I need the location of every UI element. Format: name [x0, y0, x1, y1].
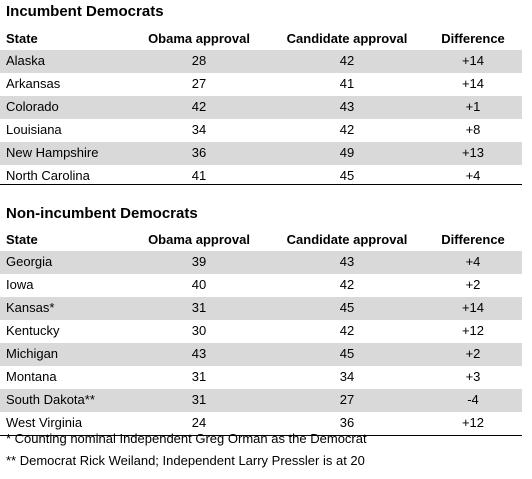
cell-candidate-approval: 36	[339, 415, 355, 430]
cell-candidate-approval: 42	[339, 53, 355, 68]
cell-candidate-approval: 27	[339, 392, 355, 407]
table-row: Montana 31 34 +3	[0, 366, 522, 389]
cell-difference: +8	[465, 122, 481, 137]
section-title-non-incumbent: Non-incumbent Democrats	[6, 205, 198, 222]
cell-obama-approval: 34	[191, 122, 207, 137]
cell-state: South Dakota**	[6, 392, 95, 407]
cell-obama-approval: 27	[191, 76, 207, 91]
cell-state: North Carolina	[6, 168, 90, 183]
cell-candidate-approval: 42	[339, 277, 355, 292]
cell-difference: +2	[465, 277, 481, 292]
table-row: South Dakota** 31 27 -4	[0, 389, 522, 412]
header-candidate-approval: Candidate approval	[286, 232, 408, 247]
table-row: Kentucky 30 42 +12	[0, 320, 522, 343]
cell-difference: +2	[465, 346, 481, 361]
section-title-incumbent: Incumbent Democrats	[6, 3, 164, 20]
header-difference: Difference	[441, 31, 505, 46]
table-row: Arkansas 27 41 +14	[0, 73, 522, 96]
cell-difference: +14	[461, 76, 485, 91]
cell-difference: -4	[467, 392, 479, 407]
header-state: State	[6, 31, 38, 46]
cell-obama-approval: 43	[191, 346, 207, 361]
table-row: New Hampshire 36 49 +13	[0, 142, 522, 165]
table-row: Kansas* 31 45 +14	[0, 297, 522, 320]
cell-candidate-approval: 43	[339, 99, 355, 114]
header-obama-approval: Obama approval	[148, 31, 250, 46]
cell-state: Alaska	[6, 53, 46, 68]
table-row: West Virginia 24 36 +12	[0, 412, 522, 435]
cell-state: New Hampshire	[6, 145, 99, 160]
table-row: Alaska 28 42 +14	[0, 50, 522, 73]
table-row: Georgia 39 43 +4	[0, 251, 522, 274]
cell-obama-approval: 30	[191, 323, 207, 338]
cell-state: Kansas*	[6, 300, 55, 315]
footnote-south-dakota: ** Democrat Rick Weiland; Independent La…	[6, 453, 365, 468]
cell-difference: +13	[461, 145, 485, 160]
cell-difference: +4	[465, 168, 481, 183]
cell-candidate-approval: 45	[339, 346, 355, 361]
table-non-incumbent: State Obama approval Candidate approval …	[0, 229, 522, 435]
table-row: North Carolina 41 45 +4	[0, 165, 522, 188]
cell-difference: +3	[465, 369, 481, 384]
table-bottom-rule	[0, 184, 522, 185]
cell-obama-approval: 28	[191, 53, 207, 68]
cell-obama-approval: 31	[191, 300, 207, 315]
cell-state: Kentucky	[6, 323, 60, 338]
header-candidate-approval: Candidate approval	[286, 31, 408, 46]
table-header-row: State Obama approval Candidate approval …	[0, 28, 522, 50]
header-difference: Difference	[441, 232, 505, 247]
table-row: Colorado 42 43 +1	[0, 96, 522, 119]
cell-candidate-approval: 34	[339, 369, 355, 384]
cell-state: Colorado	[6, 99, 59, 114]
cell-obama-approval: 24	[191, 415, 207, 430]
cell-state: Iowa	[6, 277, 34, 292]
cell-obama-approval: 31	[191, 369, 207, 384]
cell-state: Georgia	[6, 254, 53, 269]
header-obama-approval: Obama approval	[148, 232, 250, 247]
cell-difference: +4	[465, 254, 481, 269]
cell-state: West Virginia	[6, 415, 83, 430]
table-row: Michigan 43 45 +2	[0, 343, 522, 366]
table-bottom-rule	[0, 435, 522, 436]
cell-difference: +1	[465, 99, 481, 114]
cell-state: Montana	[6, 369, 57, 384]
cell-difference: +14	[461, 300, 485, 315]
cell-difference: +14	[461, 53, 485, 68]
cell-candidate-approval: 45	[339, 300, 355, 315]
cell-difference: +12	[461, 415, 485, 430]
cell-obama-approval: 36	[191, 145, 207, 160]
cell-state: Arkansas	[6, 76, 61, 91]
cell-candidate-approval: 42	[339, 323, 355, 338]
table-row: Iowa 40 42 +2	[0, 274, 522, 297]
table-incumbent: State Obama approval Candidate approval …	[0, 28, 522, 188]
cell-state: Louisiana	[6, 122, 62, 137]
cell-obama-approval: 40	[191, 277, 207, 292]
header-state: State	[6, 232, 38, 247]
cell-obama-approval: 39	[191, 254, 207, 269]
cell-state: Michigan	[6, 346, 59, 361]
cell-obama-approval: 42	[191, 99, 207, 114]
cell-candidate-approval: 43	[339, 254, 355, 269]
cell-obama-approval: 31	[191, 392, 207, 407]
cell-difference: +12	[461, 323, 485, 338]
cell-candidate-approval: 42	[339, 122, 355, 137]
table-header-row: State Obama approval Candidate approval …	[0, 229, 522, 251]
footnote-kansas: * Counting nominal Independent Greg Orma…	[6, 431, 367, 446]
table-row: Louisiana 34 42 +8	[0, 119, 522, 142]
cell-candidate-approval: 49	[339, 145, 355, 160]
cell-candidate-approval: 45	[339, 168, 355, 183]
cell-obama-approval: 41	[191, 168, 207, 183]
cell-candidate-approval: 41	[339, 76, 355, 91]
